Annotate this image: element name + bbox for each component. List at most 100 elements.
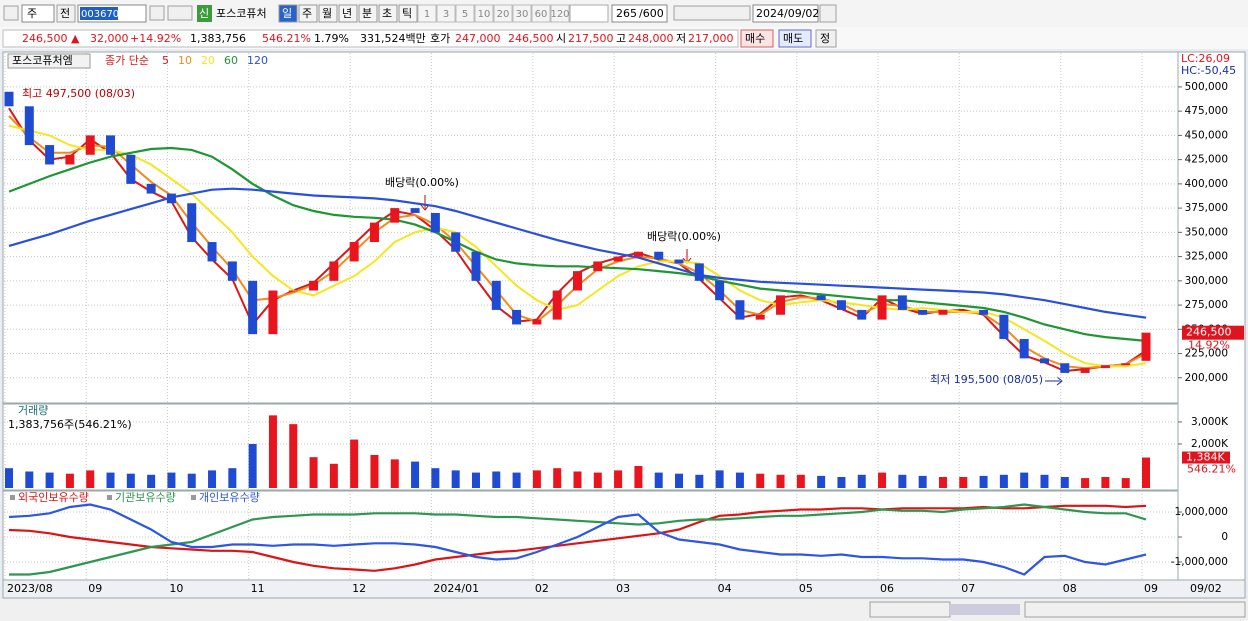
y-tick-label: -1,000,000 [1171,556,1228,568]
y-tick-label: 475,000 [1185,105,1228,117]
search-button[interactable] [149,5,165,21]
candle [390,208,400,223]
quote-rate: +14.92% [130,32,181,45]
count: 265 [616,7,637,20]
interval-button[interactable] [474,4,494,23]
panel-subtitle: 1,383,756주(546.21%) [8,418,132,431]
quote-change: 32,000 [90,32,129,45]
candle [329,261,339,281]
legend-entry: 개인보유수량 [199,491,260,504]
quote-amount: 331,524백만 [360,32,426,45]
y-tick-label: 275,000 [1185,299,1228,311]
candle [1080,368,1090,373]
nav-buttons[interactable] [869,601,951,618]
period-button[interactable] [338,4,358,23]
candle [654,251,664,260]
period-button[interactable] [278,4,298,23]
volume-bar [370,454,379,488]
indicator: HC:-50,45 [1181,64,1236,77]
legend-entry: 60 [224,54,238,67]
volume-bar [776,474,785,488]
candle [958,309,968,311]
x-tick-label: 2024/01 [433,582,479,595]
calendar-button[interactable] [819,4,837,23]
candle [451,232,461,252]
period-button[interactable] [378,4,398,23]
chart-title: 포스코퓨처엠 [12,54,73,67]
candle [877,295,887,320]
x-tick-label: 09 [88,582,102,595]
buy-button[interactable] [740,29,774,48]
interval-button[interactable] [436,4,456,23]
candle [1019,339,1029,359]
market-select[interactable] [21,4,55,23]
panel-title: 거래량 [18,404,48,417]
volume-bar [65,473,74,488]
y-tick-label: 200,000 [1185,372,1228,384]
legend-entry: 기관보유수량 [115,491,176,504]
last-date: 09/02 [1190,582,1222,595]
candle [715,280,725,301]
scroll-thumb[interactable] [950,604,1020,615]
interval-button[interactable] [417,4,437,23]
interval-select[interactable] [569,4,609,23]
candle [187,203,197,243]
x-tick-label: 10 [169,582,183,595]
prev-button[interactable] [56,4,76,23]
volume-bar [471,472,480,488]
volume-bar [614,470,623,488]
moving-average [8,146,1147,342]
bid: 246,500 [508,32,554,45]
interval: 10 [478,9,491,20]
interval: 1 [424,9,430,20]
interval-button[interactable] [493,4,513,23]
interval-button[interactable] [455,4,475,23]
candle [776,295,786,315]
y-tick-label: 325,000 [1185,251,1228,263]
interval: 30 [516,9,529,20]
annotation: 최고 497,500 (08/03) [22,87,135,100]
volume-bar [735,472,744,488]
icon-button[interactable] [3,5,19,21]
count-max: /600 [639,7,664,20]
count-input[interactable] [611,4,668,23]
period-button[interactable] [358,4,378,23]
period-button[interactable] [298,4,318,23]
volume-bar [837,476,846,488]
interval-button[interactable] [531,4,551,23]
candle [106,135,116,155]
sell-button[interactable] [778,29,812,48]
interval: 60 [535,9,548,20]
date-input[interactable] [752,4,819,23]
volume-bar [106,472,115,488]
period-button[interactable] [318,4,338,23]
interval-button[interactable] [550,4,570,23]
volume-bar [309,457,318,488]
zoom-buttons[interactable] [1024,601,1246,618]
volume-bar [654,472,663,488]
y-tick-label: 300,000 [1185,275,1228,287]
candle [45,145,55,165]
x-tick-label: 12 [352,582,366,595]
x-tick-label: 08 [1063,582,1077,595]
interval: 3 [443,9,449,20]
candle [633,251,643,257]
sound-button[interactable] [167,5,193,21]
candle [430,212,440,233]
correct-button[interactable] [815,29,837,48]
volume-bar [573,471,582,488]
bid-label: 호가 [430,32,450,45]
candle [897,295,907,310]
volume-bar [553,468,562,488]
volume-bar [45,472,54,488]
volume-bar [431,468,440,488]
annotation: 최저 195,500 (08/05) [930,373,1043,386]
interval-button[interactable] [512,4,532,23]
volume-bar [1060,476,1069,488]
tool-buttons[interactable] [673,5,751,21]
legend-entry: 120 [247,54,268,67]
quote-box [2,29,739,48]
period-button[interactable] [398,4,418,23]
candle [248,280,258,335]
y-tick-label: 450,000 [1185,129,1228,141]
